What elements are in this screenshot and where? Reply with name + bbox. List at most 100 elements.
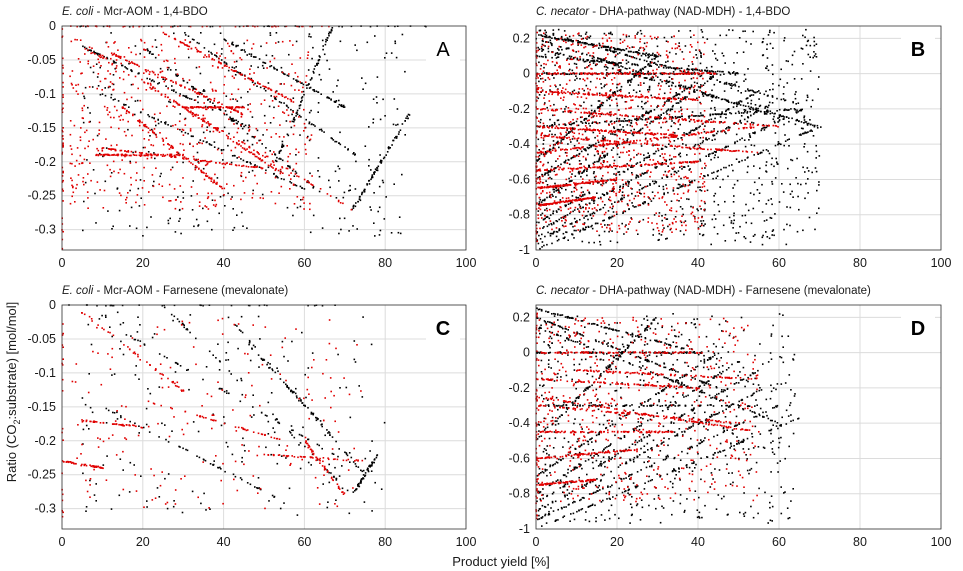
data-point bbox=[728, 72, 731, 74]
data-point bbox=[231, 43, 233, 46]
data-point bbox=[103, 105, 106, 108]
data-point bbox=[714, 154, 716, 156]
data-point bbox=[121, 159, 123, 161]
data-point bbox=[379, 154, 381, 156]
data-point bbox=[745, 40, 747, 43]
data-point bbox=[774, 213, 776, 215]
data-point bbox=[179, 142, 182, 145]
data-point bbox=[680, 109, 682, 112]
data-point bbox=[645, 110, 648, 113]
data-point bbox=[256, 151, 258, 153]
data-point bbox=[182, 161, 184, 164]
data-point bbox=[636, 33, 638, 35]
data-point bbox=[62, 102, 64, 105]
data-point bbox=[554, 52, 557, 55]
data-point bbox=[609, 178, 612, 181]
data-point bbox=[665, 184, 667, 186]
data-point bbox=[549, 41, 552, 44]
data-point bbox=[144, 146, 146, 149]
data-point bbox=[174, 156, 176, 158]
data-point bbox=[113, 105, 116, 108]
data-point bbox=[606, 49, 609, 51]
data-point bbox=[588, 146, 591, 149]
data-point bbox=[688, 92, 691, 95]
data-point bbox=[112, 74, 115, 76]
data-point bbox=[635, 174, 638, 176]
data-point bbox=[810, 123, 812, 126]
data-point bbox=[313, 72, 315, 74]
data-point bbox=[771, 180, 773, 183]
data-point bbox=[223, 61, 226, 64]
data-point bbox=[292, 44, 294, 46]
data-point bbox=[161, 137, 164, 140]
data-point bbox=[670, 173, 673, 176]
data-point bbox=[213, 181, 216, 184]
data-point bbox=[711, 100, 713, 102]
data-point bbox=[171, 89, 173, 91]
data-point bbox=[673, 67, 676, 69]
data-point bbox=[706, 139, 708, 141]
data-point bbox=[155, 124, 157, 127]
data-point bbox=[665, 40, 668, 42]
data-point bbox=[186, 109, 188, 111]
data-point bbox=[379, 118, 382, 121]
data-point bbox=[788, 138, 790, 140]
data-point bbox=[634, 51, 637, 53]
data-point bbox=[258, 153, 260, 155]
data-point bbox=[767, 199, 770, 202]
data-point bbox=[147, 82, 149, 85]
data-point bbox=[162, 78, 164, 80]
data-point bbox=[227, 42, 229, 45]
data-point bbox=[600, 196, 602, 199]
data-point bbox=[662, 66, 665, 69]
data-point bbox=[139, 155, 142, 157]
data-point bbox=[254, 25, 256, 28]
data-point bbox=[303, 108, 305, 111]
data-point bbox=[157, 82, 159, 85]
data-point bbox=[184, 39, 187, 41]
data-point bbox=[175, 153, 178, 156]
data-point bbox=[668, 158, 671, 161]
data-point bbox=[591, 227, 594, 230]
data-point bbox=[547, 135, 549, 137]
data-point bbox=[598, 158, 601, 161]
data-point bbox=[337, 200, 340, 203]
data-point bbox=[62, 230, 64, 233]
data-point bbox=[658, 117, 661, 120]
data-point bbox=[559, 192, 561, 194]
data-point bbox=[134, 100, 137, 102]
data-point bbox=[541, 233, 543, 236]
data-point bbox=[233, 154, 236, 157]
data-point bbox=[199, 92, 202, 94]
data-point bbox=[658, 66, 660, 68]
data-point bbox=[118, 115, 120, 118]
data-point bbox=[606, 99, 608, 102]
data-point bbox=[636, 154, 638, 156]
data-point bbox=[120, 149, 123, 152]
data-point bbox=[614, 179, 616, 182]
data-point bbox=[262, 67, 265, 69]
data-point bbox=[591, 122, 593, 124]
data-point bbox=[580, 195, 582, 198]
data-point bbox=[543, 124, 545, 127]
x-tick-label: 20 bbox=[136, 256, 150, 270]
data-point bbox=[552, 32, 555, 35]
data-point bbox=[719, 81, 722, 83]
data-point bbox=[87, 60, 90, 62]
data-point bbox=[167, 219, 170, 222]
data-point bbox=[809, 119, 811, 121]
data-point bbox=[551, 133, 553, 136]
data-point bbox=[724, 82, 726, 84]
data-point bbox=[765, 126, 768, 129]
data-point bbox=[711, 139, 714, 141]
data-point bbox=[376, 102, 378, 104]
data-point bbox=[338, 103, 341, 106]
data-point bbox=[270, 163, 272, 165]
data-point bbox=[170, 144, 173, 147]
data-point bbox=[372, 118, 375, 120]
data-point bbox=[178, 154, 181, 157]
data-point bbox=[285, 120, 288, 122]
data-point bbox=[99, 53, 101, 55]
data-point bbox=[682, 98, 685, 100]
data-point bbox=[160, 43, 163, 46]
